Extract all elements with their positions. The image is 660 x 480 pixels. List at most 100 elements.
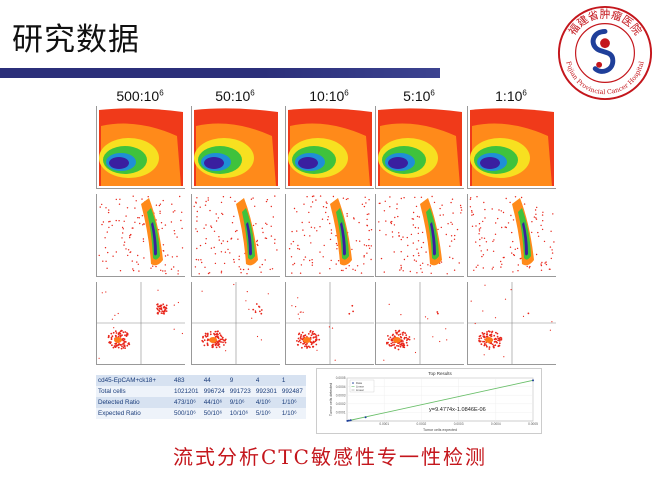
scatter-dot xyxy=(293,207,296,210)
scatter-dot xyxy=(540,263,542,265)
scatter-dot xyxy=(542,220,544,222)
scatter-dot xyxy=(295,306,297,308)
scatter-dot xyxy=(389,196,391,198)
table-row: Total cells 1021201 996724 991723 992301 9924… xyxy=(96,386,306,397)
scatter-dot xyxy=(402,340,404,342)
scatter-dot xyxy=(218,239,220,241)
scatter-dot xyxy=(400,340,403,343)
scatter-dot xyxy=(391,231,394,233)
scatter-dot xyxy=(105,207,107,209)
scatter-dot xyxy=(206,335,209,337)
ctc-dot xyxy=(348,312,351,315)
scatter-dot xyxy=(143,223,145,225)
scatter-dot xyxy=(394,216,396,219)
scatter-dot xyxy=(400,343,403,345)
scatter-dot xyxy=(229,252,231,254)
scatter-dot xyxy=(421,271,423,273)
scatter-dot xyxy=(483,237,486,239)
scatter-dot xyxy=(292,240,295,243)
scatter-dot xyxy=(157,289,159,291)
scatter-dot xyxy=(266,199,269,201)
scatter-dot xyxy=(452,257,454,260)
scatter-dot xyxy=(246,291,248,293)
table-row-label: cd45-EpCAM+ck18+ xyxy=(96,375,172,386)
scatter-dot xyxy=(484,217,486,219)
scatter-dot xyxy=(215,213,217,215)
scatter-dot xyxy=(370,229,373,231)
density-band-core xyxy=(430,222,436,256)
scatter-dot xyxy=(392,236,394,238)
scatter-dot xyxy=(398,329,401,332)
scatter-dot xyxy=(336,248,338,250)
scatter-dot xyxy=(207,338,209,341)
scatter-dot xyxy=(365,202,367,204)
scatter-dot xyxy=(533,216,536,218)
ctc-dot xyxy=(160,307,163,309)
scatter-dot xyxy=(269,268,271,271)
scatter-dot xyxy=(387,335,389,337)
column-ratio-label: 50:106 xyxy=(215,88,255,104)
scatter-dot xyxy=(447,223,449,225)
scatter-dot xyxy=(118,220,120,222)
scatter-dot xyxy=(159,203,162,205)
scatter-dot xyxy=(460,212,462,214)
cd45-density-plot xyxy=(467,194,556,277)
scatter-dot xyxy=(545,263,548,266)
scatter-dot xyxy=(312,345,314,348)
scatter-dot xyxy=(523,203,526,205)
scatter-dot xyxy=(217,341,220,343)
scatter-dot xyxy=(309,259,311,262)
scatter-dot xyxy=(363,244,366,246)
scatter-dot xyxy=(499,336,502,339)
scatter-dot xyxy=(486,331,488,333)
scatter-dot xyxy=(359,240,361,242)
scatter-dot xyxy=(205,224,207,226)
ctc-dot xyxy=(352,310,354,313)
scatter-dot xyxy=(370,245,372,247)
scatter-dot xyxy=(109,220,111,223)
scatter-dot xyxy=(400,314,402,316)
scatter-dot xyxy=(315,343,318,346)
column-ratio-label: 1:106 xyxy=(495,88,527,104)
scatter-dot xyxy=(233,261,235,263)
scatter-dot xyxy=(356,265,359,267)
scatter-dot xyxy=(247,268,250,270)
scatter-dot xyxy=(406,236,408,239)
scatter-dot xyxy=(330,259,332,262)
scatter-dot xyxy=(132,227,134,229)
scatter-dot xyxy=(309,346,311,349)
scatter-dot xyxy=(170,221,173,223)
table-cell: 10/10⁶ xyxy=(227,408,254,419)
y-tick-label: 0.0001 xyxy=(336,411,346,415)
scatter-dot xyxy=(120,329,123,332)
fsc-ssc-density-plot xyxy=(467,106,556,189)
scatter-dot xyxy=(404,332,407,334)
scatter-dot xyxy=(301,221,303,224)
scatter-dot xyxy=(509,246,512,248)
scatter-dot xyxy=(112,331,115,334)
scatter-dot xyxy=(399,345,402,348)
scatter-dot xyxy=(217,330,219,333)
scatter-dot xyxy=(543,240,546,243)
scatter-dot xyxy=(329,238,332,241)
scatter-dot xyxy=(528,267,531,269)
ctc-dot xyxy=(437,312,439,315)
scatter-dot xyxy=(274,238,276,241)
scatter-dot xyxy=(155,204,158,206)
scatter-dot xyxy=(529,265,531,268)
scatter-dot xyxy=(311,259,313,261)
scatter-dot xyxy=(402,236,404,238)
scatter-dot xyxy=(397,348,400,351)
scatter-dot xyxy=(366,252,368,254)
scatter-dot xyxy=(478,337,481,340)
scatter-dot xyxy=(209,333,212,336)
scatter-dot xyxy=(293,262,296,265)
scatter-dot xyxy=(348,265,350,267)
scatter-dot xyxy=(476,196,478,198)
scatter-dot xyxy=(291,272,293,274)
scatter-dot xyxy=(147,196,149,198)
scatter-dot xyxy=(204,242,207,245)
scatter-dot xyxy=(297,244,299,247)
scatter-dot xyxy=(495,338,497,341)
scatter-dot xyxy=(492,266,494,268)
